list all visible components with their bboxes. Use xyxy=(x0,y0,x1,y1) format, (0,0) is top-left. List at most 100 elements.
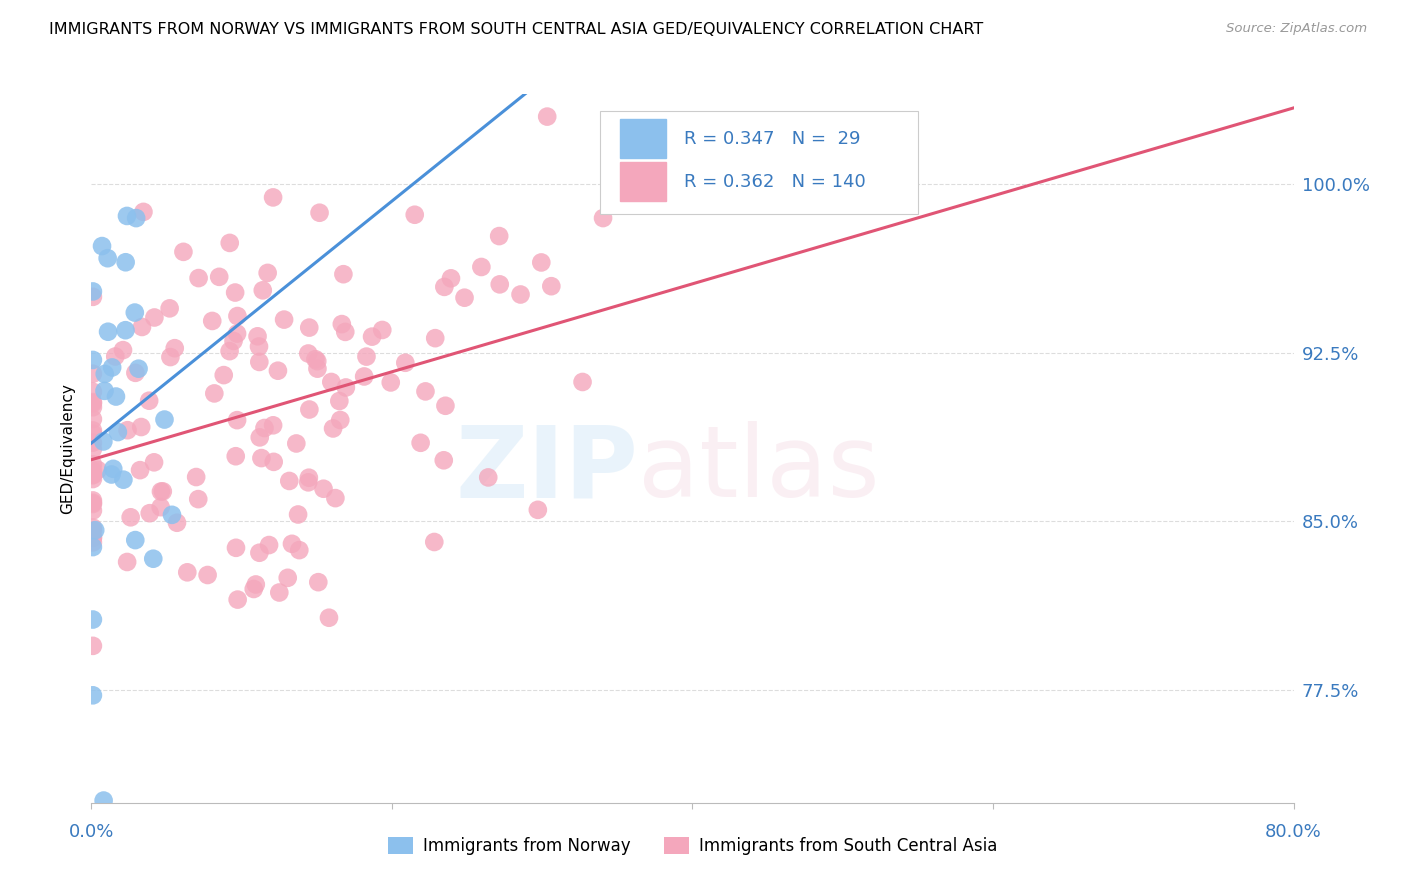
Point xyxy=(82,613,104,627)
Point xyxy=(440,271,463,285)
Point xyxy=(101,360,124,375)
Point xyxy=(285,436,308,450)
Point xyxy=(277,571,299,585)
Point xyxy=(202,386,225,401)
Bar xyxy=(620,119,666,158)
Bar xyxy=(620,162,666,201)
Point xyxy=(91,239,114,253)
Point xyxy=(252,283,274,297)
Point xyxy=(100,467,122,482)
Point xyxy=(247,355,270,369)
Point xyxy=(304,352,326,367)
Point xyxy=(308,205,330,219)
Point xyxy=(415,384,437,399)
Point xyxy=(226,592,249,607)
Point xyxy=(278,474,301,488)
Point xyxy=(82,458,104,472)
Point xyxy=(225,541,247,555)
Point xyxy=(82,468,104,483)
Point xyxy=(208,269,231,284)
Point xyxy=(114,323,136,337)
Point xyxy=(82,435,104,450)
Point xyxy=(249,430,271,444)
Point xyxy=(82,524,104,538)
Point xyxy=(82,688,104,702)
Point xyxy=(82,424,104,438)
Point xyxy=(297,346,319,360)
Point xyxy=(226,309,249,323)
Point xyxy=(82,290,104,304)
Point xyxy=(82,493,104,508)
Point xyxy=(152,484,174,499)
Point xyxy=(159,350,181,364)
Point xyxy=(124,533,146,547)
Legend: Immigrants from Norway, Immigrants from South Central Asia: Immigrants from Norway, Immigrants from … xyxy=(381,830,1004,862)
Point xyxy=(172,244,194,259)
Point xyxy=(129,463,152,477)
Point xyxy=(322,421,344,435)
Point xyxy=(425,331,447,345)
Point xyxy=(571,375,593,389)
Point xyxy=(250,451,273,466)
Point xyxy=(82,530,104,544)
Point xyxy=(298,471,321,485)
Text: Source: ZipAtlas.com: Source: ZipAtlas.com xyxy=(1226,22,1367,36)
Point xyxy=(267,364,290,378)
Point xyxy=(176,566,198,580)
Point xyxy=(187,271,209,285)
Text: R = 0.347   N =  29: R = 0.347 N = 29 xyxy=(685,129,860,147)
Point xyxy=(263,455,285,469)
Point xyxy=(153,412,176,426)
Point xyxy=(307,361,329,376)
Point xyxy=(163,341,186,355)
Point xyxy=(131,320,153,334)
Point xyxy=(404,208,426,222)
Point xyxy=(143,310,166,325)
Point xyxy=(82,497,104,511)
Point xyxy=(124,305,146,319)
Point xyxy=(329,413,352,427)
Point xyxy=(124,366,146,380)
Point xyxy=(143,455,166,469)
Point xyxy=(125,211,148,226)
Point xyxy=(93,367,115,381)
Point xyxy=(82,285,104,299)
Point xyxy=(222,334,245,348)
Point xyxy=(166,516,188,530)
Point xyxy=(335,325,357,339)
Point xyxy=(93,434,115,449)
Point xyxy=(82,540,104,554)
Point xyxy=(129,420,152,434)
Point xyxy=(269,585,291,599)
Point xyxy=(82,472,104,486)
Point xyxy=(149,500,172,515)
Point xyxy=(103,462,125,476)
Point xyxy=(149,484,172,499)
Point xyxy=(132,205,155,219)
Point xyxy=(318,611,340,625)
Point xyxy=(433,280,456,294)
Point xyxy=(159,301,181,316)
Point xyxy=(197,568,219,582)
Y-axis label: GED/Equivalency: GED/Equivalency xyxy=(60,383,76,514)
Point xyxy=(332,267,354,281)
Point xyxy=(82,468,104,483)
Point xyxy=(112,473,135,487)
Point xyxy=(298,402,321,417)
Point xyxy=(312,482,335,496)
Point xyxy=(87,463,110,477)
Point xyxy=(212,368,235,383)
Point xyxy=(82,353,104,368)
Point xyxy=(371,323,394,337)
Point xyxy=(353,369,375,384)
Point xyxy=(453,291,475,305)
Point xyxy=(356,350,378,364)
Point xyxy=(530,255,553,269)
Point xyxy=(82,531,104,545)
Point xyxy=(307,575,329,590)
Point xyxy=(82,520,104,534)
Point xyxy=(335,380,357,394)
Point xyxy=(82,395,104,409)
Point xyxy=(246,329,269,343)
Point xyxy=(104,390,127,404)
